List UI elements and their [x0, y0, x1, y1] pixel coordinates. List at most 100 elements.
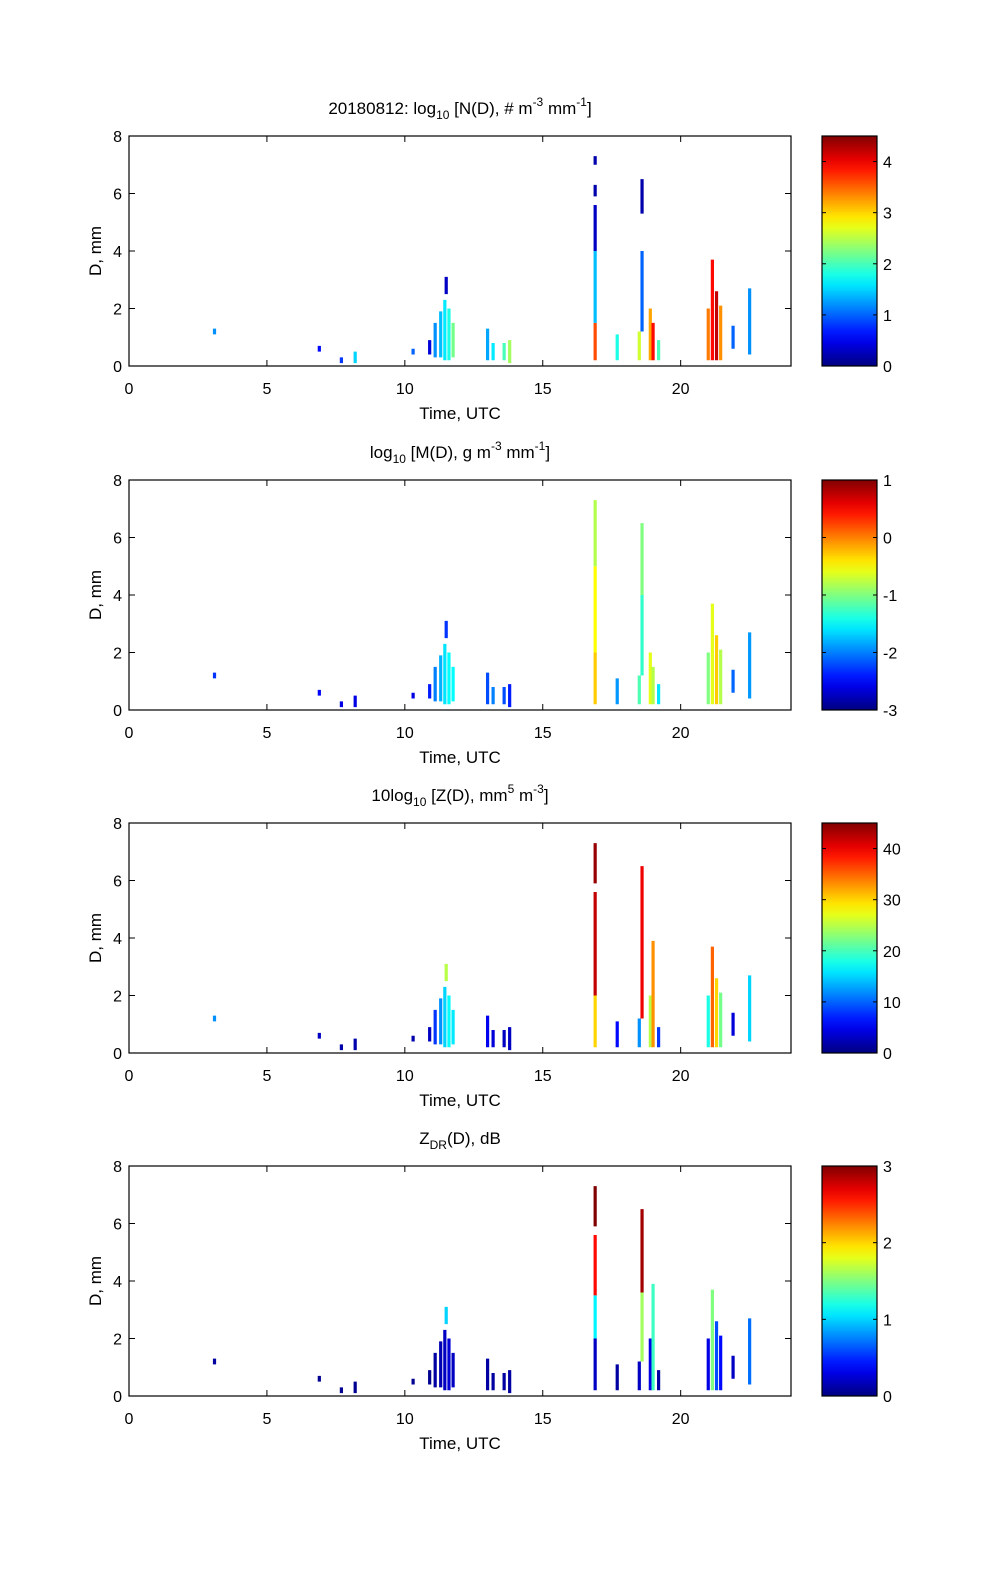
- x-tick-label: 15: [534, 725, 552, 742]
- heatmap-cell: [710, 946, 714, 1048]
- heatmap-cell: [491, 1030, 495, 1048]
- heatmap-cell: [593, 566, 597, 653]
- colorbar-tick-label: 4: [883, 155, 892, 172]
- heatmap-cell: [640, 251, 644, 332]
- x-tick-label: 20: [672, 725, 690, 742]
- title-mid1: [Z(D), mm: [426, 786, 507, 805]
- heatmap-cell: [433, 1352, 437, 1388]
- heatmap-cell: [615, 1364, 619, 1391]
- heatmap-cell: [428, 340, 432, 355]
- colorbar-tick-label: 2: [883, 257, 892, 274]
- heatmap-cell: [706, 308, 710, 361]
- y-axis-label: D, mm: [86, 570, 105, 620]
- heatmap-cell: [444, 1306, 448, 1325]
- heatmap-cell: [637, 1361, 641, 1391]
- heatmap-cell: [593, 1295, 597, 1339]
- heatmap-cell: [593, 892, 597, 996]
- heatmap-cell: [714, 635, 719, 705]
- colorbar-fill: [821, 822, 878, 1054]
- heatmap-cell: [508, 1370, 512, 1394]
- x-tick-label: 15: [534, 1411, 552, 1428]
- colorbar-tick-label: 0: [883, 1389, 892, 1406]
- y-axis-label: D, mm: [86, 226, 105, 276]
- colorbar-tick-label: 1: [883, 308, 892, 325]
- colorbar: 0 1 2 3 4: [821, 135, 892, 376]
- x-tick-label: 10: [396, 725, 414, 742]
- y-tick-label: 8: [113, 473, 122, 490]
- heatmap-cell: [593, 1186, 597, 1227]
- heatmap-cell: [706, 1338, 710, 1391]
- x-axis-label: Time, UTC: [419, 404, 501, 423]
- y-axis-label: D, mm: [86, 913, 105, 963]
- title-mid1: (D), dB: [447, 1129, 501, 1148]
- heatmap-cell: [444, 276, 448, 295]
- panel-3: 10log10 [Z(D), mm5 m-3]0 5 10 15 2002468Time…: [86, 782, 901, 1110]
- y-tick-label: 6: [113, 187, 122, 204]
- colorbar-fill: [821, 479, 878, 711]
- heatmap-cell: [648, 652, 652, 705]
- title-mid2: mm: [543, 99, 576, 118]
- title-mid2: mm: [502, 443, 535, 462]
- heatmap-cell: [353, 351, 357, 364]
- heatmap-cell: [593, 156, 597, 165]
- heatmap-cell: [502, 1373, 506, 1391]
- heatmap-cell: [502, 343, 506, 361]
- colorbar-tick-label: 1: [883, 473, 892, 490]
- colorbar-fill: [821, 135, 878, 367]
- heatmap-cell: [719, 1335, 723, 1391]
- heatmap-cell: [637, 331, 641, 361]
- heatmap-cell: [731, 1012, 735, 1036]
- heatmap-cell: [451, 666, 455, 702]
- heatmap-cell: [651, 322, 655, 361]
- heatmap-cell: [593, 500, 597, 567]
- heatmap-cell: [508, 340, 512, 364]
- heatmap-cell: [640, 866, 644, 1019]
- heatmap-cell: [485, 328, 490, 361]
- axes-box: [128, 479, 792, 711]
- heatmap-cell: [648, 995, 652, 1048]
- heatmap-cell: [212, 1358, 217, 1365]
- heatmap-cell: [648, 1338, 652, 1391]
- heatmap-cell: [651, 1283, 655, 1391]
- heatmap-cells: [212, 1186, 752, 1394]
- heatmap-cell: [593, 1338, 597, 1391]
- colorbar-tick-label: 30: [883, 893, 901, 910]
- heatmap-cell: [439, 998, 443, 1045]
- heatmap-cell: [593, 184, 597, 197]
- heatmap-cell: [451, 322, 455, 358]
- heatmap-cell: [339, 357, 343, 364]
- colorbar-tick-label: 0: [883, 1046, 892, 1063]
- heatmap-cell: [411, 1378, 415, 1385]
- y-tick-label: 2: [113, 989, 122, 1006]
- heatmap-cell: [640, 179, 644, 214]
- colorbar-tick-label: 0: [883, 359, 892, 376]
- heatmap-cell: [451, 1352, 455, 1388]
- colorbar-tick-label: 0: [883, 531, 892, 548]
- x-tick-label: 0: [125, 1411, 134, 1428]
- x-tick-label: 20: [672, 1411, 690, 1428]
- heatmap-cell: [317, 689, 321, 696]
- heatmap-cell: [731, 669, 735, 693]
- y-tick-label: 2: [113, 1332, 122, 1349]
- heatmap-cells: [212, 500, 752, 708]
- heatmap-cell: [657, 1370, 661, 1391]
- heatmap-cell: [428, 684, 432, 699]
- title-prefix: Z: [419, 1129, 429, 1148]
- heatmap-cell: [317, 1375, 321, 1382]
- heatmap-cell: [212, 672, 217, 679]
- heatmap-cell: [657, 684, 661, 705]
- chart-title: 20180812: log10 [N(D), # m-3 mm-1]: [328, 95, 591, 122]
- heatmap-cell: [439, 655, 443, 702]
- x-tick-label: 20: [672, 381, 690, 398]
- heatmap-cell: [212, 1015, 217, 1022]
- colorbar-tick-label: 3: [883, 1159, 892, 1176]
- heatmap-cell: [748, 288, 752, 355]
- heatmap-cell: [748, 975, 752, 1042]
- heatmap-cell: [451, 1009, 455, 1045]
- x-tick-label: 5: [262, 381, 271, 398]
- heatmap-cell: [593, 843, 597, 884]
- heatmap-cell: [491, 687, 495, 705]
- title-sup1: -3: [491, 439, 502, 453]
- heatmap-cell: [444, 963, 448, 982]
